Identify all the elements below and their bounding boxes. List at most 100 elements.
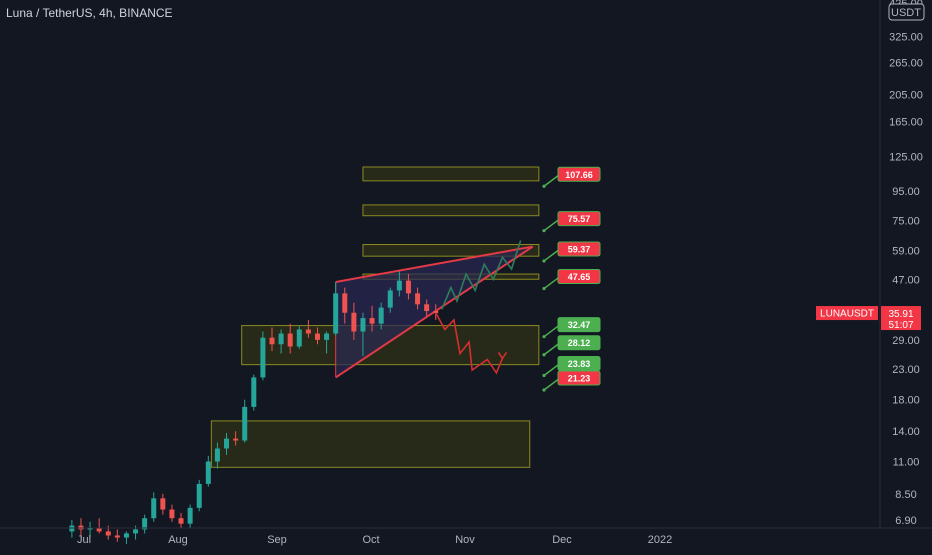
candle-body-24 xyxy=(287,333,293,347)
level-badge-7[interactable] xyxy=(557,370,601,386)
price-tick-17: 6.90 xyxy=(895,515,916,527)
level-pointer-6 xyxy=(543,362,561,377)
zone-box-0 xyxy=(210,420,531,468)
level-label-4: 32.47 xyxy=(568,320,591,330)
symbol-label-box xyxy=(816,306,878,321)
currency-badge[interactable] xyxy=(888,3,925,21)
candle-body-22 xyxy=(269,337,275,345)
candle-body-15 xyxy=(205,461,211,484)
candle-body-37 xyxy=(405,280,411,294)
time-tick-5: Dec xyxy=(552,534,572,546)
level-anchor-0 xyxy=(542,184,546,188)
price-axis[interactable]: 425.00325.00265.00205.00165.00125.0095.0… xyxy=(879,0,925,528)
candle-body-26 xyxy=(305,329,311,334)
candle-body-36 xyxy=(396,280,402,291)
level-badge-2[interactable] xyxy=(557,241,601,257)
price-tick-8: 59.00 xyxy=(892,246,920,258)
level-badge-3[interactable] xyxy=(557,269,601,285)
level-badge-4[interactable] xyxy=(557,317,601,333)
level-anchor-1 xyxy=(542,229,546,233)
candlestick-series xyxy=(69,271,439,544)
candle-body-6 xyxy=(123,533,129,538)
bearish-arrow-head xyxy=(497,352,508,360)
price-tick-7: 75.00 xyxy=(892,216,920,228)
candle-body-28 xyxy=(324,333,330,340)
bearish-projection-path xyxy=(435,312,504,375)
candle-body-12 xyxy=(178,518,184,524)
zone-box-3 xyxy=(362,244,540,257)
bar-countdown: 51:07 xyxy=(888,320,913,331)
price-level-labels: 107.66 75.57 59.37 47.65 32.47 28.12 23.83 21.2… xyxy=(542,166,601,392)
time-tick-0: Jul xyxy=(77,534,91,546)
candle-body-11 xyxy=(169,509,175,519)
candle-body-35 xyxy=(387,290,393,308)
time-tick-2: Sep xyxy=(267,534,287,546)
price-tick-1: 325.00 xyxy=(889,32,923,44)
candle-body-13 xyxy=(187,507,193,524)
level-label-1: 75.57 xyxy=(568,214,591,224)
candle-body-25 xyxy=(296,329,302,347)
level-label-5: 28.12 xyxy=(568,338,591,348)
level-badge-1[interactable] xyxy=(557,211,601,227)
price-tick-5: 125.00 xyxy=(889,152,923,164)
candle-body-39 xyxy=(424,304,430,311)
candle-body-27 xyxy=(314,333,320,340)
last-price-value: 35.91 xyxy=(888,309,913,320)
last-price-box xyxy=(881,306,921,331)
level-pointer-3 xyxy=(543,275,561,290)
zone-box-4 xyxy=(362,204,540,217)
level-badge-5[interactable] xyxy=(557,335,601,351)
candle-body-23 xyxy=(278,333,284,345)
wedge-upper-line xyxy=(335,245,533,283)
price-tick-16: 8.50 xyxy=(895,489,916,501)
time-axis[interactable]: Jul Aug Sep Oct Nov Dec 2022 xyxy=(0,527,932,546)
price-tick-9: 47.00 xyxy=(892,274,920,286)
level-pointer-1 xyxy=(543,218,561,232)
chart-title: Luna / TetherUS, 4h, BINANCE xyxy=(6,6,173,20)
candle-body-21 xyxy=(260,337,266,378)
level-pointer-5 xyxy=(543,342,561,356)
candle-body-31 xyxy=(351,312,357,332)
level-label-3: 47.65 xyxy=(568,272,591,282)
candle-body-18 xyxy=(233,438,239,441)
price-tick-12: 23.00 xyxy=(892,364,920,376)
level-anchor-4 xyxy=(542,335,546,339)
level-label-7: 21.23 xyxy=(568,373,591,383)
level-anchor-7 xyxy=(542,388,546,392)
candle-body-20 xyxy=(251,377,257,407)
symbol-label: LUNAUSDT xyxy=(820,309,874,320)
candle-body-40 xyxy=(433,310,439,314)
candle-body-7 xyxy=(133,529,139,534)
level-anchor-2 xyxy=(542,259,546,263)
currency-label: USDT xyxy=(891,7,921,19)
level-pointer-2 xyxy=(543,248,561,262)
candle-body-3 xyxy=(96,527,102,532)
level-pointer-4 xyxy=(543,324,561,338)
level-badge-0[interactable] xyxy=(557,166,601,182)
candle-body-10 xyxy=(160,498,166,510)
time-tick-1: Aug xyxy=(168,534,188,546)
price-tick-4: 165.00 xyxy=(889,117,923,129)
time-tick-3: Oct xyxy=(362,534,379,546)
price-tick-15: 11.00 xyxy=(893,456,920,468)
bullish-projection-path xyxy=(441,240,522,310)
price-tick-14: 14.00 xyxy=(892,426,920,438)
time-tick-4: Nov xyxy=(455,534,475,546)
candle-body-17 xyxy=(224,438,230,449)
candle-body-14 xyxy=(196,483,202,508)
price-tick-11: 29.00 xyxy=(892,335,920,347)
level-anchor-3 xyxy=(542,286,546,291)
candle-body-16 xyxy=(214,448,220,462)
price-tick-2: 265.00 xyxy=(889,57,923,69)
candle-body-32 xyxy=(360,318,366,332)
level-label-0: 107.66 xyxy=(565,170,593,180)
level-pointer-7 xyxy=(543,377,561,391)
level-label-6: 23.83 xyxy=(568,359,591,369)
time-tick-6: 2022 xyxy=(648,534,672,546)
candle-body-29 xyxy=(333,293,339,334)
candle-body-34 xyxy=(378,307,384,324)
candle-body-5 xyxy=(114,535,120,538)
candle-body-9 xyxy=(151,498,157,519)
